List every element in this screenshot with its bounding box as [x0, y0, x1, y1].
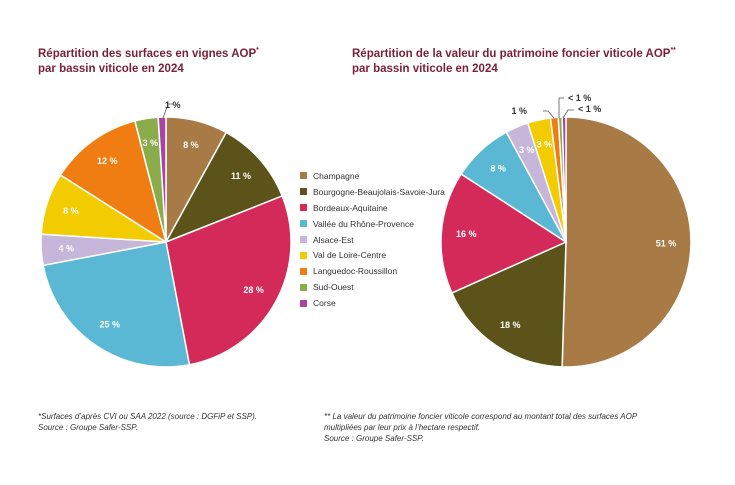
data-label: < 1 %	[578, 104, 601, 114]
pie-slice	[164, 131, 284, 244]
legend-label: Val de Loire-Centre	[313, 250, 387, 261]
chart-title-valeur: Répartition de la valeur du patrimoine f…	[352, 43, 676, 77]
leader-line	[543, 110, 555, 119]
data-label: 4 %	[58, 243, 74, 253]
chart-title-text: Répartition de la valeur du patrimoine f…	[352, 47, 671, 60]
legend-label: Bordeaux-Aquitaine	[313, 202, 388, 213]
data-label: 8 %	[490, 164, 506, 174]
footnote-line: Source : Groupe Safer-SSP.	[324, 434, 424, 443]
legend-label: Champagne	[313, 170, 360, 181]
data-label: 18 %	[500, 320, 521, 330]
legend-swatch	[300, 172, 307, 180]
legend-swatch	[300, 236, 307, 243]
legend-label: Sud-Ouest	[313, 282, 354, 293]
pie-slice	[561, 116, 692, 368]
legend-label: Vallée du Rhône-Provence	[313, 218, 414, 229]
chart-title-surfaces: Répartition des surfaces en vignes AOP* …	[38, 43, 259, 77]
data-label: 11 %	[231, 171, 251, 181]
legend-swatch	[300, 204, 307, 212]
legend-item: Languedoc-Roussillon	[300, 263, 445, 279]
data-label: 16 %	[456, 229, 477, 239]
chart-title-text: Répartition des surfaces en vignes AOP	[38, 47, 257, 60]
legend-label: Bourgogne-Beaujolais-Savoie-Jura	[313, 186, 445, 197]
data-label: < 1 %	[568, 93, 591, 103]
pie-slice	[157, 116, 167, 243]
pie-chart-2: 51 % 18 % 16 % 8 % 3 %3 % 1 % < 1 %< 1 %	[440, 93, 692, 368]
leader-line	[162, 103, 173, 119]
pie-slice	[42, 241, 191, 368]
legend-swatch	[300, 299, 307, 307]
footnote-mark: **	[670, 47, 676, 54]
footnote-left: *Surfaces d’après CVI ou SAA 2022 (sourc…	[38, 411, 257, 433]
data-label: 3 %	[143, 138, 159, 148]
data-label: 3 %	[519, 145, 535, 155]
data-label: 8 %	[63, 206, 79, 216]
footnote-line: ** La valeur du patrimoine foncier vitic…	[324, 412, 638, 421]
footnote-line: *Surfaces d’après CVI ou SAA 2022 (sourc…	[38, 412, 258, 421]
data-label: 3 %	[537, 139, 553, 149]
legend-item: Corse	[300, 295, 445, 311]
legend-swatch	[300, 267, 307, 275]
chart-subtitle: par bassin viticole en 2024	[38, 62, 184, 75]
legend-item: Champagne	[300, 168, 445, 184]
data-label: 51 %	[656, 239, 677, 249]
footnote-right: ** La valeur du patrimoine foncier vitic…	[324, 411, 637, 444]
legend-swatch	[300, 220, 307, 228]
footnote-line: multipliées par leur prix à l’hectare re…	[324, 423, 481, 432]
pie-slice	[440, 172, 568, 294]
pie-slice	[165, 195, 292, 366]
leader-line	[562, 109, 574, 119]
data-label: 1 %	[165, 100, 181, 110]
legend-item: Bordeaux-Aquitaine	[300, 200, 445, 216]
pie-slice	[450, 240, 567, 368]
legend-label: Alsace-Est	[313, 234, 354, 245]
footnote-line: Source : Groupe Safer-SSP.	[38, 423, 138, 432]
pie-slice	[59, 120, 168, 244]
legend-label: Languedoc-Roussillon	[313, 266, 398, 277]
legend-item: Vallée du Rhône-Provence	[300, 216, 445, 232]
data-label: 1 %	[511, 106, 527, 116]
data-label: 25 %	[100, 320, 121, 330]
legend-item: Val de Loire-Centre	[300, 247, 445, 263]
data-label: 8 %	[183, 140, 199, 150]
footnote-mark: *	[256, 47, 259, 54]
legend-label: Corse	[313, 298, 336, 309]
legend-item: Alsace-Est	[300, 232, 445, 248]
legend-item: Bourgogne-Beaujolais-Savoie-Jura	[300, 184, 445, 200]
legend-swatch	[300, 283, 307, 291]
data-label: 12 %	[97, 156, 118, 166]
leader-line	[558, 97, 564, 118]
legend-item: Sud-Ouest	[300, 279, 445, 295]
data-label: 28 %	[243, 285, 264, 295]
legend-swatch	[300, 188, 307, 196]
legend: Champagne Bourgogne-Beaujolais-Savoie-Jur…	[300, 168, 445, 311]
pie-chart-1: 8 % 11 % 28 % 25 % 4 % 8 % 12 % 3 % 1 %	[40, 100, 292, 368]
chart-subtitle: par bassin viticole en 2024	[352, 62, 498, 75]
legend-swatch	[300, 251, 307, 259]
